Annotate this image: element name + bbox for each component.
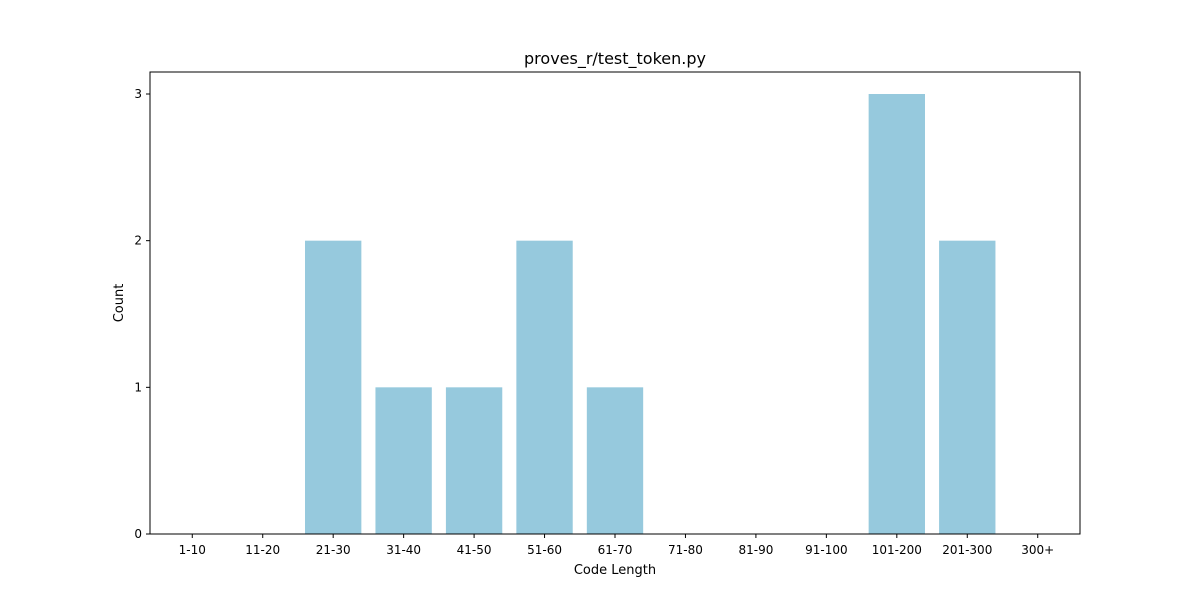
x-tick-label: 31-40 xyxy=(386,543,421,557)
bar-201-300 xyxy=(939,240,996,535)
y-tick-label: 2 xyxy=(134,234,142,248)
x-tick-label: 51-60 xyxy=(527,543,562,557)
x-tick-label: 201-300 xyxy=(942,543,992,557)
x-tick-label: 91-100 xyxy=(805,543,848,557)
y-axis-ticks: 0 1 2 3 xyxy=(134,87,150,541)
bar-61-70 xyxy=(586,387,644,534)
y-tick-label: 1 xyxy=(134,380,142,394)
x-tick-label: 61-70 xyxy=(598,543,633,557)
x-axis-label: Code Length xyxy=(574,563,656,578)
y-tick-label: 3 xyxy=(134,87,142,101)
bars-layer xyxy=(305,94,996,535)
y-axis-label: Count xyxy=(112,284,127,323)
bar-21-30 xyxy=(305,240,362,535)
x-tick-label: 41-50 xyxy=(457,543,492,557)
plot-frame xyxy=(149,71,1081,535)
x-tick-label: 11-20 xyxy=(245,543,280,557)
y-tick-label: 0 xyxy=(134,527,142,541)
x-tick-label: 300+ xyxy=(1021,543,1054,557)
bar-101-200 xyxy=(868,94,925,534)
x-tick-label: 81-90 xyxy=(738,543,773,557)
x-tick-label: 1-10 xyxy=(179,543,206,557)
bar-51-60 xyxy=(516,240,573,535)
x-tick-label: 101-200 xyxy=(872,543,922,557)
x-tick-label: 71-80 xyxy=(668,543,703,557)
chart-title: proves_r/test_token.py xyxy=(524,49,706,69)
bar-31-40 xyxy=(375,387,432,534)
x-tick-label: 21-30 xyxy=(316,543,351,557)
x-axis-ticks: 1-10 11-20 21-30 31-40 41-50 51-60 61-70 71-80 8… xyxy=(179,534,1054,557)
bar-41-50 xyxy=(445,387,503,534)
